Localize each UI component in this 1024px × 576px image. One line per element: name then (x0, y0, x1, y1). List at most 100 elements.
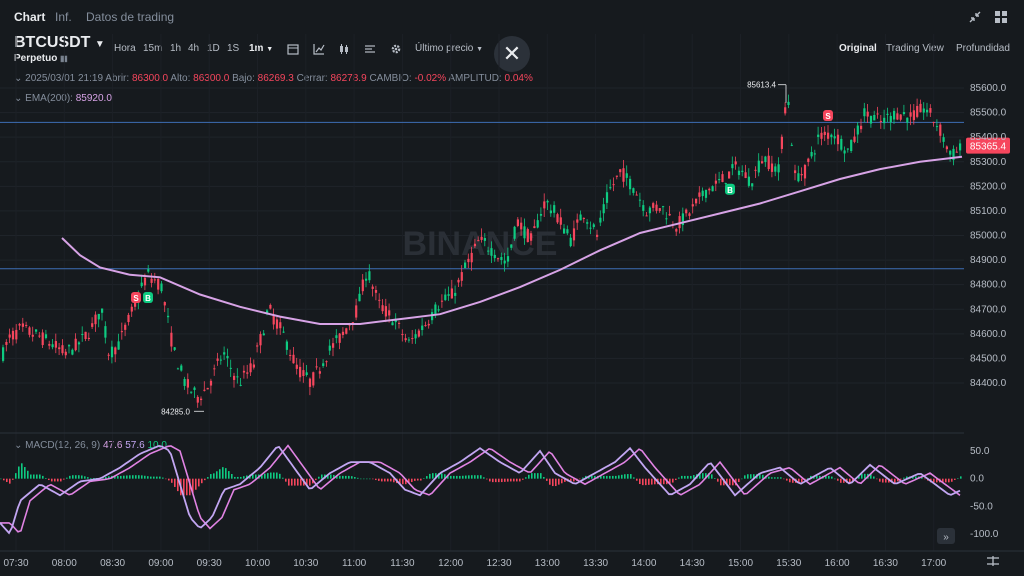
candle-body (328, 345, 331, 351)
indicator-icon[interactable] (313, 43, 325, 55)
candle-body (790, 144, 793, 146)
view-trading-view[interactable]: Trading View (886, 43, 944, 54)
macd-histogram-bar (726, 478, 728, 486)
candle-body (338, 333, 341, 343)
macd-histogram-bar (195, 478, 197, 490)
timeframe-4h[interactable]: 4h (188, 43, 200, 54)
candle-body (506, 256, 510, 262)
macd-histogram-bar (24, 467, 26, 479)
symbol-selector[interactable]: BTCUSDT ▼ (14, 34, 105, 52)
macd-histogram-bar (942, 478, 944, 483)
price-type-selector[interactable]: Último precio ▼ (415, 43, 484, 54)
macd-tick-label: 50.0 (970, 446, 990, 457)
candle-body (635, 194, 638, 196)
macd-histogram-bar (138, 475, 140, 479)
macd-histogram-bar (69, 475, 71, 479)
macd-histogram-bar (348, 475, 350, 479)
candle-body (774, 166, 777, 172)
ema-info-row[interactable]: ⌄ EMA(200): 85920.0 (14, 93, 112, 104)
candle-body (312, 372, 315, 386)
macd-histogram-bar (159, 476, 161, 479)
macd-histogram-bar (291, 478, 293, 486)
time-tick-label: 17:00 (921, 558, 946, 569)
candle-body (813, 153, 816, 155)
candle-body (922, 108, 925, 113)
macd-histogram-bar (510, 478, 512, 482)
macd-histogram-bar (612, 475, 614, 479)
macd-histogram-bar (36, 474, 38, 479)
candle-body (322, 363, 325, 366)
current-price-label: 85365.4 (970, 142, 1007, 153)
candle-body (681, 213, 684, 226)
candle-body (374, 289, 378, 293)
timeframe-1d[interactable]: 1D (207, 43, 220, 54)
tab-info[interactable]: Inf. (55, 10, 72, 24)
timeframe-15m[interactable]: 15m (143, 43, 163, 54)
macd-histogram-bar (501, 478, 503, 483)
macd-histogram-bar (387, 478, 389, 482)
candle-body (101, 308, 104, 313)
drawing-tools-icon[interactable] (364, 43, 376, 55)
time-tick-label: 16:30 (873, 558, 898, 569)
timeframe-1m[interactable]: 1m ▼ (249, 43, 274, 54)
grid-layout-icon[interactable] (994, 10, 1008, 24)
macd-histogram-bar (606, 475, 608, 479)
time-tick-label: 08:00 (52, 558, 77, 569)
collapse-icon[interactable] (968, 10, 982, 24)
macd-histogram-bar (465, 475, 467, 479)
candle-body (665, 218, 668, 220)
chevron-down-icon: ▼ (266, 46, 274, 53)
calendar-icon[interactable] (287, 43, 299, 55)
macd-histogram-bar (153, 476, 155, 479)
trade-marker-s (823, 110, 833, 122)
macd-histogram-bar (678, 477, 680, 479)
timeframe-1s[interactable]: 1S (227, 43, 240, 54)
macd-histogram-bar (423, 478, 425, 479)
candle-body (84, 331, 87, 339)
view-depth[interactable]: Profundidad (956, 43, 1010, 54)
macd-histogram-bar (702, 473, 704, 479)
candle-type-icon[interactable] (338, 43, 350, 55)
close-button[interactable]: ✕ (494, 36, 530, 72)
candle-body (246, 372, 249, 374)
candle-body (384, 306, 387, 317)
time-tick-label: 16:00 (825, 558, 850, 569)
candle-body (589, 227, 592, 229)
change-value: -0.02% (414, 73, 447, 84)
candle-body (642, 205, 645, 211)
macd-tick-label: 0.0 (970, 474, 984, 485)
candle-body (761, 161, 764, 164)
macd-histogram-bar (156, 476, 158, 479)
macd-histogram-bar (615, 475, 617, 479)
macd-histogram-bar (39, 474, 41, 479)
macd-histogram-bar (711, 474, 713, 479)
candle-body (513, 226, 516, 239)
macd-histogram-bar (378, 478, 380, 481)
double-chevron-right-icon: » (943, 532, 949, 543)
view-original[interactable]: Original (839, 43, 877, 54)
candle-body (741, 170, 744, 172)
macd-histogram-bar (207, 477, 209, 479)
macd-histogram-bar (879, 478, 881, 482)
axis-settings-icon[interactable] (987, 556, 999, 566)
scroll-right-button[interactable] (937, 528, 955, 544)
macd-histogram-bar (945, 478, 947, 483)
macd-histogram-bar (411, 478, 413, 482)
candle-body (8, 334, 11, 338)
candle-body (285, 341, 288, 350)
timeframe-hora[interactable]: Hora (114, 43, 136, 54)
tab-trading-data[interactable]: Datos de trading (86, 10, 175, 24)
candle-body (173, 347, 176, 350)
gear-icon[interactable] (390, 43, 402, 55)
macd-histogram-bar (48, 478, 50, 481)
candle-body (464, 262, 467, 269)
close-value: 86278.9 (330, 73, 367, 84)
candle-body (315, 366, 318, 368)
candle-body (388, 310, 391, 316)
candle-body (893, 110, 896, 120)
macd-histogram-bar (321, 474, 323, 479)
macd-histogram-bar (393, 478, 395, 483)
timeframe-1h[interactable]: 1h (170, 43, 182, 54)
tab-chart[interactable]: Chart (14, 10, 46, 24)
